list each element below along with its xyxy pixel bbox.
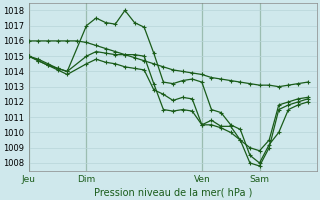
X-axis label: Pression niveau de la mer( hPa ): Pression niveau de la mer( hPa ) [94,187,252,197]
